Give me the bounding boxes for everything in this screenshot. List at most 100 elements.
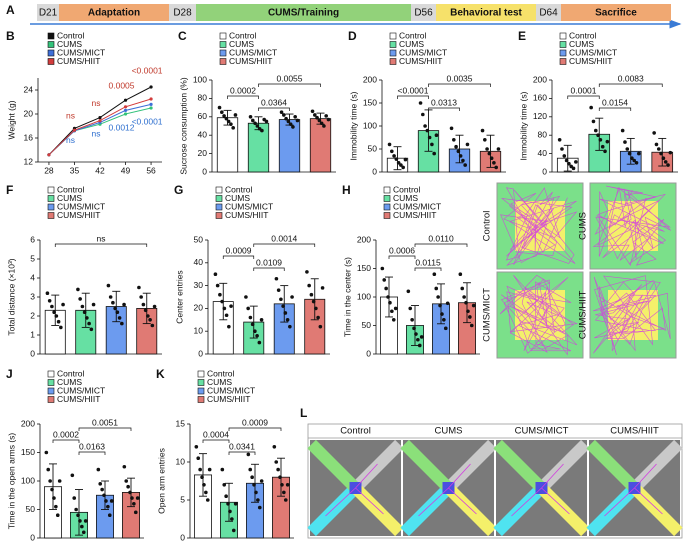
line-point bbox=[149, 97, 153, 101]
comparison-label: 0.0110 bbox=[428, 233, 454, 243]
data-point bbox=[284, 116, 288, 121]
data-point bbox=[231, 126, 235, 130]
comparison-bracket bbox=[414, 267, 442, 271]
epm-arm bbox=[630, 439, 683, 493]
data-point bbox=[393, 306, 398, 311]
data-point bbox=[81, 530, 86, 535]
y-tick-label: 200 bbox=[357, 234, 371, 244]
data-point bbox=[148, 318, 152, 322]
data-point bbox=[605, 139, 610, 144]
epm-arm bbox=[351, 439, 404, 493]
comparison-bracket bbox=[253, 243, 316, 247]
y-tick-label: 30 bbox=[194, 280, 204, 290]
x-tick-label: 42 bbox=[95, 165, 105, 175]
data-point bbox=[288, 324, 292, 329]
comparison-label: 0.0051 bbox=[92, 417, 118, 427]
legend-swatch bbox=[215, 203, 223, 211]
data-point bbox=[452, 138, 456, 142]
y-tick-label: 150 bbox=[357, 263, 371, 273]
data-point bbox=[436, 295, 440, 299]
data-point bbox=[557, 138, 562, 142]
data-point bbox=[418, 101, 423, 105]
comparison-label: 0.0364 bbox=[261, 97, 287, 107]
legend-swatch bbox=[47, 49, 55, 57]
data-point bbox=[291, 125, 295, 129]
data-point bbox=[89, 327, 94, 332]
legend-label: CUMS bbox=[225, 193, 250, 203]
data-point bbox=[295, 118, 300, 123]
comparison-label: 0.0001 bbox=[571, 85, 597, 95]
data-point bbox=[406, 289, 411, 294]
y-tick-label: 15 bbox=[176, 418, 186, 428]
comparison-bracket bbox=[52, 439, 80, 443]
data-point bbox=[80, 524, 84, 529]
data-point bbox=[283, 498, 288, 502]
y-tick-label: 0 bbox=[30, 532, 35, 542]
timeline-segment bbox=[169, 4, 196, 21]
track bbox=[499, 274, 579, 356]
y-tick-label: 0 bbox=[30, 348, 35, 358]
data-point bbox=[445, 301, 450, 306]
y-tick-label: 40 bbox=[538, 148, 548, 158]
data-point bbox=[419, 335, 424, 339]
epm-label: CUMS bbox=[435, 426, 463, 437]
data-point bbox=[133, 510, 138, 515]
legend-label: Control bbox=[225, 184, 253, 194]
track bbox=[592, 275, 671, 355]
y-tick-label: 150 bbox=[363, 97, 377, 107]
legend-swatch bbox=[47, 195, 55, 202]
legend-label: CUMS bbox=[569, 39, 594, 49]
data-point bbox=[417, 343, 422, 348]
timeline-label: CUMS/Training bbox=[268, 8, 339, 19]
y-tick-label: 20 bbox=[198, 148, 208, 158]
data-point bbox=[492, 161, 496, 165]
legend-label: CUMS bbox=[399, 39, 424, 49]
panel-letter: F bbox=[6, 183, 13, 197]
data-point bbox=[408, 306, 413, 311]
data-point bbox=[152, 304, 157, 309]
legend-label: CUMS bbox=[229, 39, 254, 49]
data-point bbox=[231, 528, 236, 533]
epm-label: CUMS/MICT bbox=[515, 426, 569, 437]
data-point bbox=[282, 490, 286, 495]
panel-letter: G bbox=[174, 183, 183, 197]
y-tick-label: 50 bbox=[368, 143, 378, 153]
line-point bbox=[123, 98, 128, 102]
legend-label: CUMS/HIIT bbox=[399, 56, 442, 66]
data-point bbox=[589, 105, 593, 110]
legend-label: CUMS bbox=[57, 39, 82, 49]
data-point bbox=[666, 163, 670, 167]
epm-arm bbox=[493, 483, 546, 537]
timeline-label: Behavioral test bbox=[450, 8, 522, 19]
annotation: <0.0001 bbox=[132, 65, 163, 75]
legend-swatch bbox=[47, 387, 55, 395]
legend-swatch bbox=[47, 32, 55, 40]
data-point bbox=[442, 318, 446, 322]
data-point bbox=[107, 513, 112, 517]
data-point bbox=[276, 288, 281, 292]
data-point bbox=[468, 315, 472, 319]
data-point bbox=[463, 163, 467, 167]
timeline-label: Sacrifice bbox=[595, 8, 637, 19]
panel-letter: K bbox=[156, 367, 165, 381]
comparison-label: 0.0002 bbox=[53, 429, 79, 439]
data-point bbox=[251, 118, 255, 123]
data-point bbox=[637, 151, 641, 156]
timeline-segment bbox=[536, 4, 561, 21]
legend-swatch bbox=[219, 41, 227, 48]
comparison-label: 0.0009 bbox=[242, 417, 268, 427]
legend-label: CUMS bbox=[57, 377, 82, 387]
data-point bbox=[194, 445, 199, 449]
line-point bbox=[98, 116, 102, 120]
data-point bbox=[483, 138, 487, 142]
data-point bbox=[324, 114, 328, 118]
legend-swatch bbox=[383, 212, 391, 219]
data-point bbox=[207, 467, 212, 472]
y-tick-label: 16 bbox=[24, 132, 34, 142]
legend-swatch bbox=[389, 32, 397, 40]
annotation: ns bbox=[92, 128, 101, 138]
data-point bbox=[494, 165, 498, 170]
legend-label: CUMS/MICT bbox=[57, 201, 105, 211]
panel-letter: J bbox=[6, 367, 13, 381]
